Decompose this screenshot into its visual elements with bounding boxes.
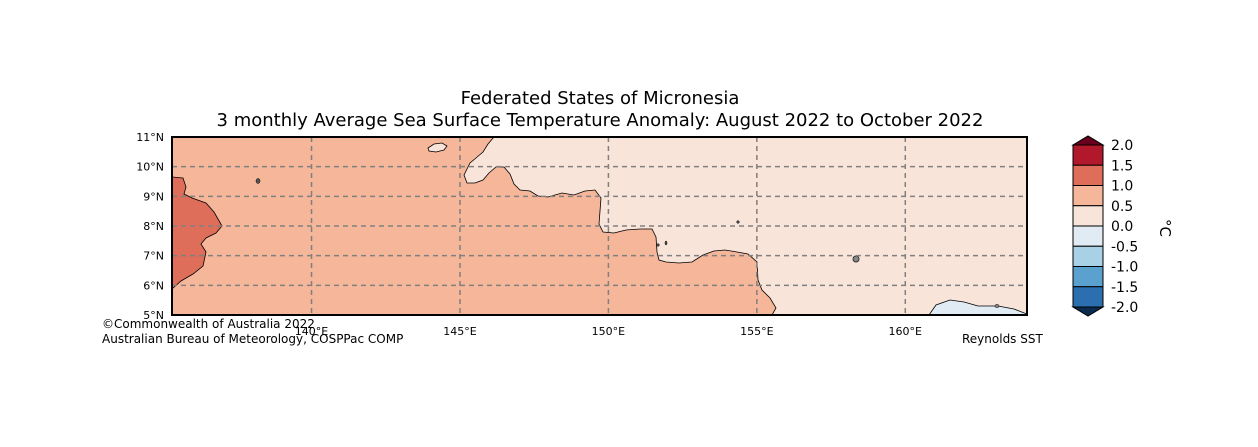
colorbar-bin bbox=[1072, 164, 1104, 186]
lon-tick-label: 160°E bbox=[889, 325, 922, 338]
colorbar-bin bbox=[1072, 205, 1104, 227]
colorbar-label: 0.0 bbox=[1111, 219, 1133, 235]
colorbar-label: -1.0 bbox=[1111, 260, 1138, 276]
map-area bbox=[172, 137, 1027, 315]
anomaly-region-1.0-1.5 bbox=[172, 176, 223, 290]
colorbar-extend-max bbox=[1071, 135, 1105, 146]
copyright-text: ©Commonwealth of Australia 2022 bbox=[102, 317, 315, 331]
island-marker bbox=[656, 243, 660, 247]
map-title: Federated States of Micronesia bbox=[460, 88, 740, 109]
colorbar-label: -1.5 bbox=[1111, 280, 1138, 296]
lat-tick-label: 5°N bbox=[143, 309, 164, 322]
colorbar-bin bbox=[1072, 144, 1104, 166]
anomaly-patch-0.0-0.5 bbox=[427, 142, 448, 153]
colorbar-bin bbox=[1072, 266, 1104, 288]
lon-tick-label: 140°E bbox=[295, 325, 328, 338]
colorbar-label: 0.5 bbox=[1111, 199, 1133, 215]
lat-tick-label: 10°N bbox=[136, 161, 164, 174]
island-marker bbox=[994, 304, 1000, 308]
longitude-labels: 140°E 145°E 150°E 155°E 160°E bbox=[295, 325, 922, 338]
island-marker bbox=[736, 220, 740, 224]
lon-tick-label: 155°E bbox=[740, 325, 773, 338]
lon-tick-label: 150°E bbox=[592, 325, 625, 338]
island-marker bbox=[664, 240, 668, 246]
colorbar-label: 2.0 bbox=[1111, 138, 1133, 154]
island-marker bbox=[852, 255, 860, 263]
colorbar: 2.0 1.5 1.0 0.5 0.0 -0.5 -1.0 -1.5 -2.0 bbox=[1071, 135, 1138, 317]
colorbar-bin bbox=[1072, 245, 1104, 267]
colorbar-label: 1.0 bbox=[1111, 179, 1133, 195]
anomaly-region-neg0.5-0.0 bbox=[928, 299, 1027, 315]
lat-tick-label: 7°N bbox=[143, 250, 164, 263]
colorbar-label: -2.0 bbox=[1111, 300, 1138, 316]
colorbar-bin bbox=[1072, 185, 1104, 207]
map-frame bbox=[171, 136, 1028, 316]
lat-tick-label: 11°N bbox=[136, 131, 164, 144]
colorbar-label: -0.5 bbox=[1111, 239, 1138, 255]
map-subtitle: 3 monthly Average Sea Surface Temperatur… bbox=[216, 110, 984, 131]
lat-tick-label: 6°N bbox=[143, 279, 164, 292]
latitude-labels: 11°N 10°N 9°N 8°N 7°N 6°N 5°N bbox=[136, 131, 164, 322]
colorbar-extend-min bbox=[1071, 306, 1105, 317]
anomaly-region-0.0-0.5 bbox=[463, 137, 1027, 315]
colorbar-bin bbox=[1072, 225, 1104, 247]
colorbar-unit: °C bbox=[1156, 219, 1174, 237]
map-gridlines bbox=[172, 137, 1027, 315]
data-source-text: Reynolds SST bbox=[962, 332, 1043, 346]
colorbar-bin bbox=[1072, 286, 1104, 308]
lon-tick-label: 145°E bbox=[443, 325, 476, 338]
colorbar-label: 1.5 bbox=[1111, 158, 1133, 174]
island-marker bbox=[255, 178, 261, 184]
lat-tick-label: 9°N bbox=[143, 190, 164, 203]
lat-tick-label: 8°N bbox=[143, 220, 164, 233]
agency-text: Australian Bureau of Meteorology, COSPPa… bbox=[102, 332, 404, 346]
